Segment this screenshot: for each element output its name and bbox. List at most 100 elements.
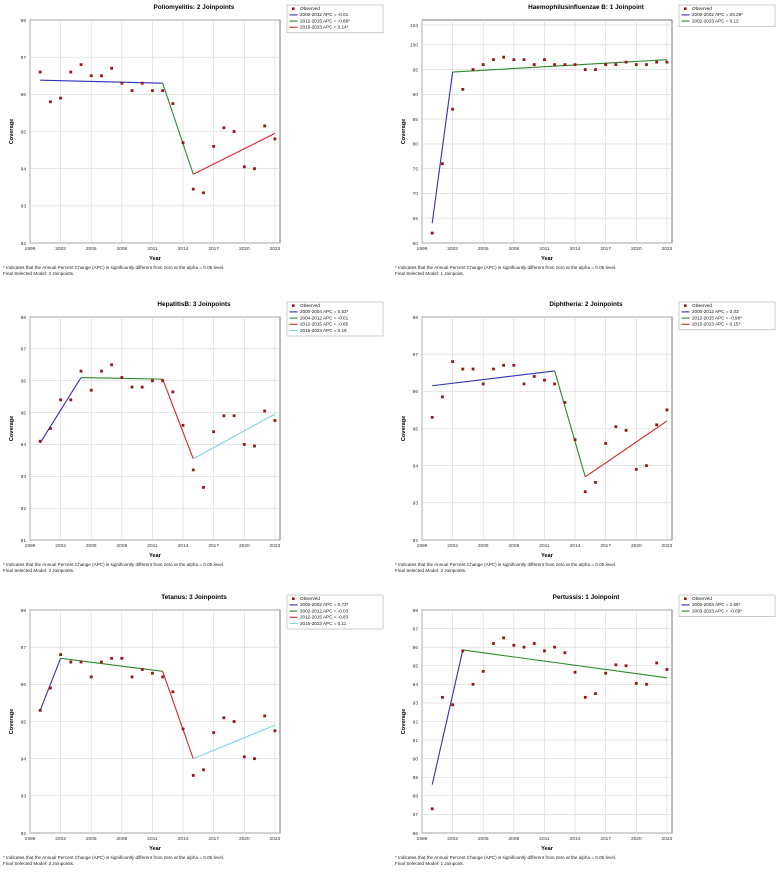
observed-point [212, 430, 216, 434]
legend-label: 2015-2023 APC = 0.19 [300, 328, 347, 333]
y-tick-label: 86 [413, 831, 419, 837]
chart-svg: 92 93 94 95 96 97 98 1999 2002 2005 2008 2011 2014 20… [9, 594, 384, 852]
y-tick-label: 94 [413, 463, 419, 469]
y-tick-label: 96 [413, 645, 419, 651]
x-tick-label: 2023 [662, 246, 673, 252]
observed-point [110, 66, 114, 70]
legend-label: 2015-2023 APC = 0.11 [300, 621, 347, 626]
chart-note-model: Final Selected Model: 2 Joinpoints. [3, 271, 75, 276]
y-tick-label: 91 [21, 538, 27, 544]
observed-point [553, 63, 557, 66]
x-tick-label: 2005 [478, 836, 489, 842]
x-tick-label: 2023 [662, 836, 673, 842]
y-tick-label: 93 [413, 701, 419, 707]
observed-point [161, 89, 165, 93]
observed-point [79, 369, 83, 373]
chart-note-model: Final Selected Model: 2 Joinpoints. [395, 568, 467, 573]
x-tick-label: 2008 [117, 836, 128, 842]
y-tick-label: 95 [413, 664, 419, 670]
x-tick-label: 2011 [147, 836, 158, 842]
fit-segment [162, 83, 194, 175]
x-tick-label: 2008 [117, 246, 128, 252]
observed-point [151, 671, 154, 675]
chart-title: Tetanus: 3 Joinpoints [161, 594, 227, 601]
x-tick-label: 2020 [631, 836, 642, 842]
y-axis-label: Coverage [9, 709, 15, 735]
x-tick-label: 2014 [178, 543, 189, 549]
observed-point [451, 703, 455, 707]
observed-point [645, 464, 648, 468]
observed-point [263, 409, 267, 413]
observed-point [594, 480, 597, 484]
y-tick-label: 93 [21, 204, 27, 210]
x-tick-label: 2008 [509, 246, 520, 252]
observed-point [543, 649, 546, 653]
y-tick-label: 94 [21, 166, 27, 172]
legend-label: 2000-2002 APC = 29.29* [692, 12, 743, 17]
observed-point [461, 367, 465, 371]
y-tick-label: 92 [21, 241, 27, 247]
observed-point [253, 167, 256, 171]
observed-point [100, 660, 103, 664]
observed-point [263, 714, 267, 718]
chart-svg: 92 93 94 95 96 97 98 1999 2002 2005 2008 2011 2014 20… [401, 301, 776, 559]
y-axis-label: Coverage [9, 119, 15, 145]
x-tick-label: 2020 [631, 543, 642, 549]
legend-label: Observed [300, 303, 320, 308]
legend-label: 2000-2012 APC = -0.01 [300, 12, 349, 17]
chart-note-model: Final Selected Model: 3 Joinpoints. [3, 568, 75, 573]
observed-point [655, 60, 659, 64]
observed-point [171, 690, 175, 694]
x-tick-label: 2011 [147, 246, 158, 252]
x-axis-label: Year [541, 846, 554, 852]
fit-segment [162, 671, 194, 759]
x-tick-label: 2005 [478, 543, 489, 549]
chart-note-model: Final Selected Model: 1 Joinpoint. [395, 861, 464, 866]
x-tick-label: 2011 [539, 246, 550, 252]
observed-point [543, 58, 546, 62]
fit-segment [39, 377, 82, 444]
observed-point [553, 645, 557, 649]
observed-point [512, 643, 516, 647]
observed-point [181, 423, 185, 427]
y-tick-label: 98 [21, 18, 27, 24]
observed-point [604, 671, 608, 675]
x-tick-label: 2011 [147, 543, 158, 549]
observed-point [502, 363, 506, 367]
observed-point [263, 124, 267, 128]
observed-point [49, 427, 52, 430]
observed-point [583, 68, 587, 71]
chart-note-model: Final Selected Model: 3 Joinpoints. [3, 861, 75, 866]
observed-point [242, 443, 246, 446]
observed-point [110, 363, 114, 367]
chart-note-model: Final Selected Model: 1 Joinpoint. [395, 271, 464, 276]
observed-point [140, 668, 144, 671]
legend-label: Observed [692, 6, 712, 11]
observed-point [583, 695, 587, 699]
observed-point [140, 385, 144, 389]
observed-point [624, 664, 628, 668]
observed-point [89, 675, 93, 679]
legend-box [286, 594, 384, 630]
fit-segment [462, 649, 667, 679]
y-tick-label: 93 [413, 501, 419, 507]
y-tick-label: 92 [413, 538, 419, 544]
legend-marker-observed [684, 7, 687, 10]
legend-label: Observed [300, 596, 320, 601]
x-tick-label: 2005 [478, 246, 489, 252]
observed-point [130, 385, 134, 389]
chart-pertussis: 86 87 88 89 90 91 92 93 94 95 96 97 98 1999 2002 2005 20… [392, 590, 780, 885]
observed-point [624, 428, 628, 432]
observed-point [89, 74, 93, 78]
observed-point [543, 378, 546, 382]
observed-point [79, 63, 83, 66]
legend-label: 2015-2023 APC = 0.14* [300, 25, 349, 30]
observed-point [573, 63, 577, 66]
observed-point [604, 63, 608, 66]
chart-tetanus: 92 93 94 95 96 97 98 1999 2002 2005 2008 2011 2014 20… [0, 590, 388, 885]
legend-marker-observed [292, 597, 295, 600]
y-tick-label: 98 [413, 315, 419, 321]
y-tick-label: 90 [413, 92, 419, 98]
x-tick-label: 2005 [86, 543, 97, 549]
observed-point [69, 398, 73, 402]
